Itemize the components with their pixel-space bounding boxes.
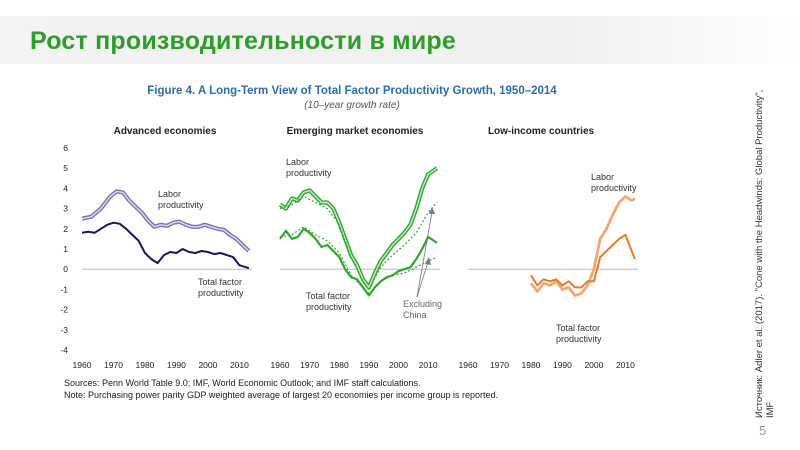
figure-subtitle: (10–year growth rate) — [304, 100, 400, 111]
source-note: Источник: Adler et al. (2017). "Cone wit… — [754, 89, 776, 418]
series-2-0 — [529, 195, 636, 297]
x-tick-label: 2010 — [419, 360, 438, 370]
x-tick-label: 1980 — [522, 360, 541, 370]
annotation-adv-tfp: Total factor productivity — [198, 277, 244, 298]
x-tick-label: 2000 — [389, 360, 408, 370]
y-tick-label: -4 — [60, 345, 68, 355]
figure-title: Figure 4. A Long-Term View of Total Fact… — [147, 85, 557, 97]
x-tick-label: 1960 — [271, 360, 290, 370]
annotation-li-labor: Labor productivity — [591, 172, 637, 193]
x-tick-label: 1970 — [300, 360, 319, 370]
x-tick-label: 1980 — [330, 360, 349, 370]
title-band — [0, 16, 800, 64]
series-1-3 — [279, 226, 438, 294]
series-1-2 — [279, 195, 438, 290]
slide-title: Рост производительности в мире — [30, 27, 456, 55]
y-tick-label: 2 — [63, 224, 68, 234]
annotation-em-excluding-china: Excluding China — [403, 299, 442, 320]
x-tick-label: 2010 — [230, 360, 249, 370]
y-tick-label: -3 — [60, 325, 68, 335]
x-tick-label: 1990 — [359, 360, 378, 370]
annotation-adv-labor: Labor productivity — [158, 189, 204, 210]
y-tick-label: 0 — [63, 264, 68, 274]
x-tick-label: 1990 — [167, 360, 186, 370]
figure-sources: Sources: Penn World Table 9.0; IMF, Worl… — [64, 378, 421, 388]
x-tick-label: 1980 — [136, 360, 155, 370]
y-tick-label: 6 — [63, 143, 68, 153]
annotation-em-tfp: Total factor productivity — [306, 291, 352, 312]
series-1-1 — [279, 227, 438, 297]
panel-title-emerging: Emerging market economies — [287, 126, 424, 137]
figure-note: Note: Purchasing power parity GDP weight… — [64, 390, 498, 400]
annotation-em-labor: Labor productivity — [286, 157, 332, 178]
x-tick-label: 1960 — [73, 360, 92, 370]
y-tick-label: 1 — [63, 244, 68, 254]
y-tick-label: 4 — [63, 183, 68, 193]
x-tick-label: 2010 — [616, 360, 635, 370]
y-tick-label: -2 — [60, 305, 68, 315]
x-tick-label: 2000 — [584, 360, 603, 370]
x-tick-label: 2000 — [198, 360, 217, 370]
excluding-china-arrows — [416, 207, 435, 298]
panel-title-advanced: Advanced economies — [114, 126, 217, 137]
series-2-1 — [530, 233, 636, 289]
x-tick-label: 1970 — [490, 360, 509, 370]
y-tick-label: 3 — [63, 204, 68, 214]
y-tick-label: -1 — [60, 284, 68, 294]
series-0-0-inner — [81, 190, 250, 252]
y-tick-label: 5 — [63, 163, 68, 173]
annotation-li-tfp: Total factor productivity — [556, 323, 602, 344]
series-1-0-inner — [279, 167, 438, 289]
page-number: 5 — [759, 423, 767, 438]
x-tick-label: 1990 — [553, 360, 572, 370]
panel-title-lowincome: Low-income countries — [488, 126, 595, 137]
x-tick-label: 1960 — [459, 360, 478, 370]
series-0-1 — [81, 221, 250, 270]
x-tick-label: 1970 — [104, 360, 123, 370]
